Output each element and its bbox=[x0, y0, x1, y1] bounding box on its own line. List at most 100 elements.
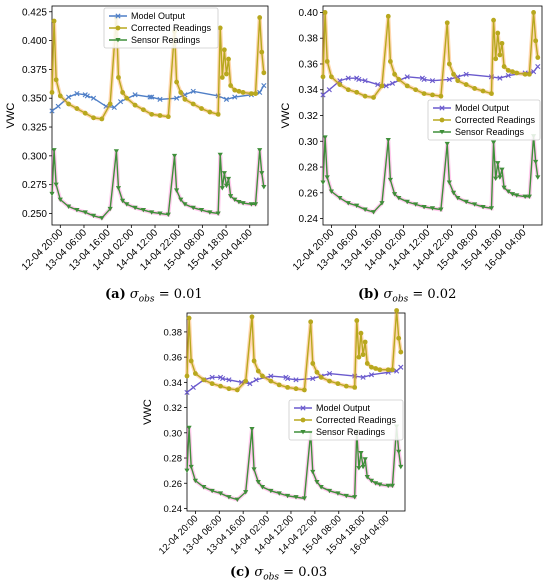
series-point bbox=[446, 180, 452, 185]
series-point bbox=[107, 206, 113, 212]
legend-marker bbox=[300, 405, 306, 411]
series-point bbox=[429, 206, 436, 211]
series-point bbox=[268, 378, 274, 384]
series-point bbox=[387, 58, 393, 64]
series-point bbox=[390, 367, 395, 373]
series-point bbox=[232, 94, 238, 100]
series-point bbox=[268, 488, 274, 494]
caption-c-tag: (c) bbox=[230, 565, 251, 580]
series-point bbox=[223, 183, 230, 189]
series-point bbox=[220, 375, 226, 382]
series-point bbox=[493, 176, 499, 182]
series-point bbox=[49, 90, 55, 95]
series-point bbox=[190, 384, 196, 390]
series-point bbox=[320, 74, 326, 80]
y-tick-label: 0.40 bbox=[299, 8, 319, 19]
series-point bbox=[501, 64, 507, 69]
series-point bbox=[362, 78, 368, 84]
caption-b-symbol: σ bbox=[383, 287, 393, 302]
series-point bbox=[421, 204, 427, 210]
series-point bbox=[184, 389, 190, 396]
series-point bbox=[472, 202, 478, 207]
series-point bbox=[493, 56, 499, 62]
y-tick-label: 0.24 bbox=[299, 214, 319, 225]
series-point bbox=[324, 58, 330, 64]
series-point bbox=[209, 374, 215, 380]
series-point bbox=[82, 110, 88, 116]
series-point bbox=[113, 149, 119, 154]
series-point bbox=[404, 199, 410, 205]
legend-marker bbox=[115, 25, 121, 31]
series-point bbox=[463, 71, 469, 77]
series-point bbox=[248, 202, 254, 207]
series-point bbox=[149, 210, 155, 215]
series-point bbox=[308, 319, 314, 325]
series-point bbox=[226, 377, 232, 383]
y-tick-label: 0.38 bbox=[164, 327, 183, 338]
series-point bbox=[240, 201, 246, 206]
series-point bbox=[240, 90, 246, 95]
series-point bbox=[320, 180, 326, 185]
series-point bbox=[178, 90, 184, 95]
series-point bbox=[293, 495, 299, 500]
series-point bbox=[499, 40, 505, 46]
series-point bbox=[451, 71, 456, 77]
series-point bbox=[501, 185, 507, 191]
series-point bbox=[253, 91, 258, 96]
chart-panel-a: 0.250 0.275 0.300 0.325 0.350 0.375 0.400 0.425… bbox=[0, 0, 275, 285]
caption-a: (a) σobs = 0.01 bbox=[105, 287, 203, 305]
series-point bbox=[438, 207, 444, 212]
series-point bbox=[116, 75, 121, 80]
series-point bbox=[225, 176, 232, 182]
caption-b-value: = 0.02 bbox=[408, 287, 457, 302]
series-point bbox=[533, 38, 539, 44]
series-point bbox=[259, 171, 265, 176]
series-point bbox=[236, 88, 242, 94]
series-point bbox=[49, 108, 55, 114]
series-point bbox=[99, 216, 105, 221]
series-point bbox=[354, 318, 360, 323]
caption-c-value: = 0.03 bbox=[279, 565, 328, 580]
series-point bbox=[488, 206, 495, 211]
series-point bbox=[186, 425, 192, 431]
caption-b-tag: (b) bbox=[358, 287, 380, 302]
y-tick-label: 0.34 bbox=[299, 85, 319, 96]
series-point bbox=[335, 381, 341, 387]
series-point bbox=[217, 491, 224, 496]
series-point bbox=[285, 375, 291, 382]
series-point bbox=[74, 106, 80, 111]
series-point bbox=[310, 375, 316, 382]
chart-b-svg: 0.240.260.280.300.320.340.360.380.40VWC1… bbox=[280, 5, 543, 273]
legend-marker bbox=[300, 430, 306, 435]
caption-b-sub: obs bbox=[392, 294, 409, 305]
series-point bbox=[526, 71, 532, 77]
series-point bbox=[261, 70, 267, 76]
series-point bbox=[157, 113, 163, 118]
series-point bbox=[379, 83, 385, 89]
series-point bbox=[276, 491, 282, 496]
series-point bbox=[310, 361, 316, 366]
series-point bbox=[377, 367, 383, 373]
series-point bbox=[190, 88, 196, 94]
series-point bbox=[455, 195, 461, 201]
series-point bbox=[53, 182, 59, 188]
series-point bbox=[491, 17, 496, 23]
series-point bbox=[66, 101, 72, 107]
series-point bbox=[499, 167, 505, 173]
y-tick-label: 0.30 bbox=[299, 137, 319, 148]
series-point bbox=[249, 427, 255, 432]
y-tick-label: 0.32 bbox=[164, 403, 183, 414]
legend-label: Model Output bbox=[131, 11, 186, 21]
series-point bbox=[221, 171, 227, 176]
series-point bbox=[66, 94, 72, 100]
series-point bbox=[82, 210, 88, 215]
series-point bbox=[149, 111, 155, 117]
legend-marker bbox=[115, 38, 121, 43]
series-point bbox=[480, 88, 486, 94]
series-point bbox=[218, 383, 223, 389]
legend-label: Corrected Readings bbox=[316, 415, 397, 425]
series-point bbox=[318, 485, 324, 490]
series-point bbox=[248, 91, 254, 96]
series-point bbox=[385, 137, 391, 143]
series-point bbox=[236, 199, 242, 205]
